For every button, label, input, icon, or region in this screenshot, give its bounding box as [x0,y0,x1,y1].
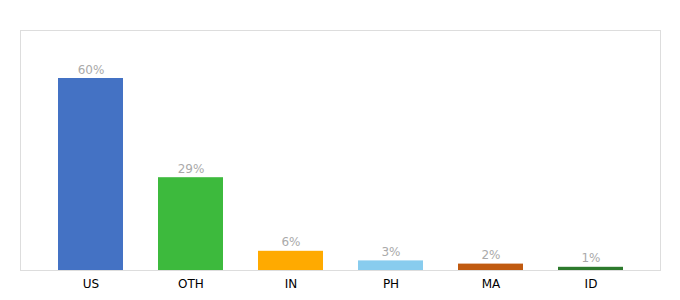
svg-text:29%: 29% [178,162,205,176]
svg-text:60%: 60% [78,63,105,77]
svg-text:1%: 1% [581,251,600,265]
svg-text:6%: 6% [281,235,300,249]
svg-text:2%: 2% [481,248,500,262]
svg-text:IN: IN [285,277,298,291]
svg-text:PH: PH [383,277,399,291]
svg-text:OTH: OTH [178,277,204,291]
svg-text:MA: MA [482,277,501,291]
svg-text:US: US [83,277,99,291]
svg-text:ID: ID [585,277,598,291]
svg-text:3%: 3% [381,245,400,259]
